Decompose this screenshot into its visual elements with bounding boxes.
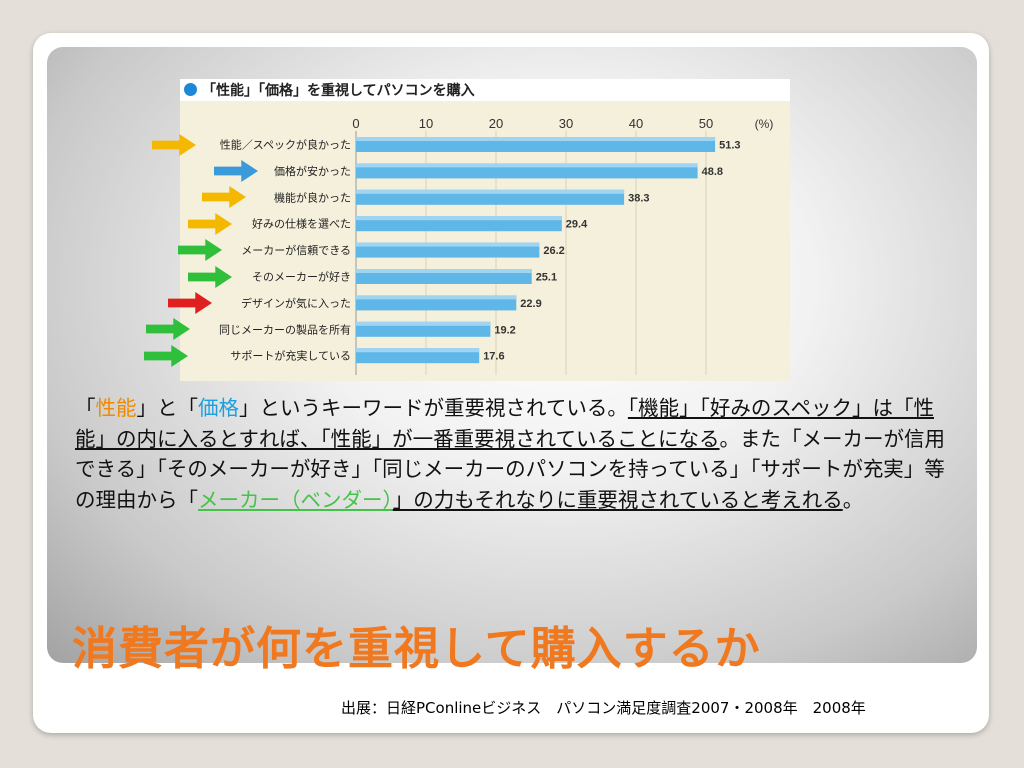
body-paragraph: 「性能」と「価格」というキーワードが重要視されている。「機能」「好みのスペック」… xyxy=(75,393,950,515)
bar-value-label: 38.3 xyxy=(628,192,649,204)
bar-value-label: 17.6 xyxy=(483,351,504,363)
x-tick-label: 30 xyxy=(559,116,573,131)
chart-plot: 0 10 20 30 40 50 (%) 51.3 性能／スペックが良かった 48.8 価格が安かっ… xyxy=(219,116,774,375)
arrow-right-icon xyxy=(188,265,232,288)
keyword-price: 価格 xyxy=(198,396,239,420)
category-label: 好みの仕様を選べた xyxy=(252,217,351,231)
bar-highlight xyxy=(356,295,517,300)
category-label: 同じメーカーの製品を所有 xyxy=(219,322,351,336)
quote-open: 「 xyxy=(75,396,96,420)
arrow-right-icon xyxy=(152,133,196,156)
bar-value-label: 29.4 xyxy=(566,219,588,231)
keyword-performance: 性能 xyxy=(95,396,137,420)
chart-title: 「性能」「価格」を重視してパソコンを購入 xyxy=(202,83,475,99)
bar-value-label: 25.1 xyxy=(536,272,557,284)
category-label: 機能が良かった xyxy=(274,190,351,204)
text-part-e: 。 xyxy=(842,487,864,512)
chart-title-bar: 「性能」「価格」を重視してパソコンを購入 xyxy=(180,79,790,101)
arrow-right-icon xyxy=(188,212,232,235)
slide-title: 消費者が何を重視して購入するか xyxy=(72,622,761,675)
x-tick-label: 0 xyxy=(352,116,359,131)
category-label: デザインが気に入った xyxy=(241,296,351,310)
bar-highlight xyxy=(356,137,716,141)
bar-highlight xyxy=(356,216,562,221)
bar-value-label: 19.2 xyxy=(494,324,515,336)
category-label: サポートが充実している xyxy=(230,349,351,363)
text-part-c: 。また「メーカーが信用できる」「そのメーカーが好き」「同じメーカーのパソコンを持… xyxy=(75,426,946,512)
x-tick-label: 40 xyxy=(629,116,643,131)
arrow-right-icon xyxy=(178,239,222,262)
x-tick-label: 10 xyxy=(419,116,433,131)
bar-highlight xyxy=(356,242,540,247)
category-label: メーカーが信頼できる xyxy=(241,243,351,257)
bar-highlight xyxy=(356,189,625,194)
category-label: そのメーカーが好き xyxy=(252,270,351,284)
arrow-right-icon xyxy=(146,318,190,341)
bar-highlight xyxy=(356,163,698,168)
text-connector: 」と「 xyxy=(136,396,199,420)
text-part-a: 」というキーワードが重要視されている。 xyxy=(239,396,628,420)
x-tick-label: 20 xyxy=(489,116,503,131)
bar-value-label: 48.8 xyxy=(702,166,723,178)
bar-highlight xyxy=(356,269,532,273)
bar-value-label: 26.2 xyxy=(543,245,564,257)
arrow-right-icon xyxy=(214,159,258,182)
text-part-d: 」の力もそれなりに重要視されていると考えれる xyxy=(392,487,843,512)
bar-value-label: 51.3 xyxy=(719,140,740,152)
category-label: 価格が安かった xyxy=(274,164,351,178)
arrow-right-icon xyxy=(168,291,212,314)
arrow-right-icon xyxy=(144,344,188,367)
bar-chart: 「性能」「価格」を重視してパソコンを購入 0 10 20 30 40 50 (%) 51.3 性… xyxy=(180,79,790,381)
bullet-dot-icon xyxy=(184,83,197,96)
category-label: 性能／スペックが良かった xyxy=(220,138,351,152)
unit-label: (%) xyxy=(755,117,774,131)
bar-value-label: 22.9 xyxy=(520,298,541,310)
x-tick-label: 50 xyxy=(699,116,713,131)
bar-highlight xyxy=(356,348,480,353)
bar-highlight xyxy=(356,321,491,326)
arrow-right-icon xyxy=(202,186,246,209)
text-part-b: 「機能」「好みのスペック」は「性能」の内に入るとすれば、「性能」が一番重要視され… xyxy=(75,396,934,451)
keyword-maker-link[interactable]: メーカー（ベンダー） xyxy=(198,487,393,512)
source-citation: 出展：日経PConlineビジネス パソコン満足度調査2007・2008年 20… xyxy=(341,699,866,717)
